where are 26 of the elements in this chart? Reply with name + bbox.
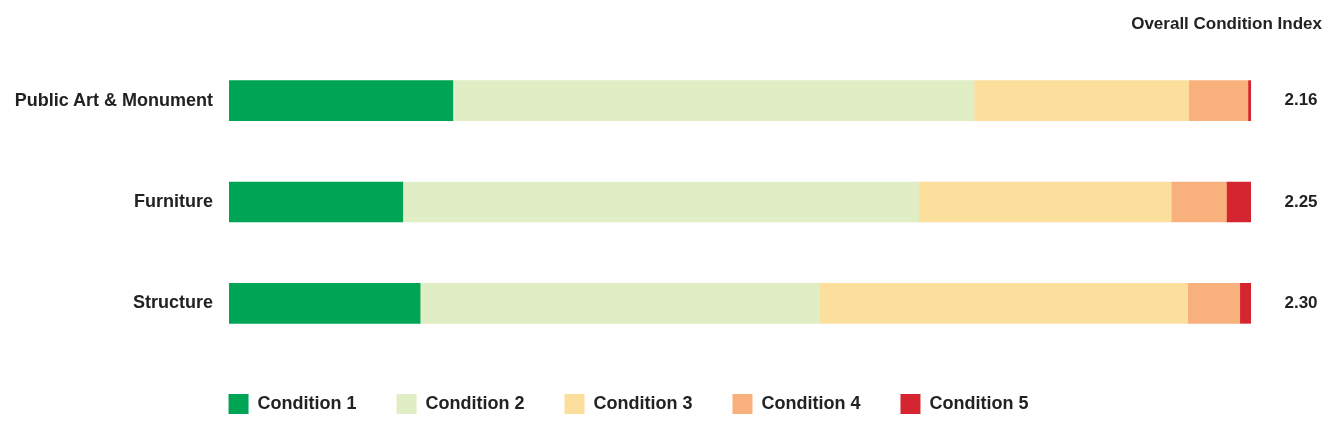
legend-label: Condition 4 xyxy=(761,392,861,413)
legend-label: Condition 2 xyxy=(425,392,525,413)
bar xyxy=(1187,283,1241,324)
bar xyxy=(918,181,1172,223)
bar xyxy=(973,80,1189,121)
bar xyxy=(228,181,404,223)
bar xyxy=(819,283,1188,324)
y-tick-label: Structure xyxy=(132,292,213,313)
y-tick-label: Public Art & Monument xyxy=(14,89,213,110)
legend-label: Condition 5 xyxy=(929,392,1029,413)
bar xyxy=(402,181,920,223)
bar xyxy=(228,283,421,324)
text: 2.16 xyxy=(1284,90,1318,110)
text: 2.25 xyxy=(1284,191,1318,211)
text: Overall Condition Index xyxy=(1131,13,1323,33)
bar xyxy=(419,283,821,324)
y-tick-label: Furniture xyxy=(133,190,213,211)
bar xyxy=(1188,80,1249,121)
bar xyxy=(228,80,454,121)
text: 2.30 xyxy=(1284,293,1318,313)
bar xyxy=(1226,181,1251,223)
legend-label: Condition 3 xyxy=(593,392,693,413)
bar xyxy=(1239,283,1251,324)
legend-label: Condition 1 xyxy=(257,392,357,413)
bar xyxy=(1170,181,1227,223)
bar xyxy=(452,80,975,121)
